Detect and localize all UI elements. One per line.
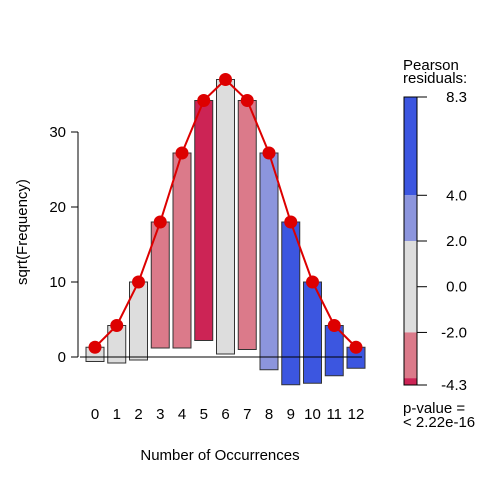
legend-tick-label-0: 8.3 <box>446 89 467 106</box>
x-tick-label-9: 9 <box>287 406 295 423</box>
x-tick-label-0: 0 <box>91 406 99 423</box>
expected-point-0 <box>88 340 102 354</box>
x-tick-label-5: 5 <box>200 406 208 423</box>
expected-point-1 <box>110 319 124 332</box>
y-tick-label-10: 10 <box>49 274 66 291</box>
legend-segment-neg_mid <box>404 332 417 379</box>
legend-pvalue-line2: < 2.22e-16 <box>403 414 475 431</box>
expected-point-9 <box>284 215 298 229</box>
expected-point-12 <box>349 340 363 354</box>
bar-10 <box>303 281 322 384</box>
legend-segment-pos_mid <box>404 195 417 241</box>
bar-9 <box>281 221 301 386</box>
y-tick-label-0: 0 <box>58 349 66 366</box>
x-tick-label-4: 4 <box>178 406 186 423</box>
legend-color-bar <box>403 96 418 386</box>
x-tick-label-12: 12 <box>348 406 365 423</box>
legend-tick-label-3: 0.0 <box>446 279 467 296</box>
expected-series-layer <box>88 73 363 354</box>
bar-6 <box>216 79 235 355</box>
legend-tick-label-1: 4.0 <box>446 187 467 204</box>
x-tick-label-1: 1 <box>113 406 121 423</box>
x-tick-label-10: 10 <box>304 406 321 423</box>
legend-ticks: 8.3 4.0 2.0 0.0 -2.0 -4.3 <box>417 89 467 394</box>
legend-tick-label-2: 2.0 <box>446 233 467 250</box>
expected-point-6 <box>219 73 232 86</box>
legend-segment-pos_high <box>404 97 417 196</box>
x-tick-label-8: 8 <box>265 406 273 423</box>
legend-segment-neg_high <box>404 378 417 385</box>
bar-8 <box>259 152 279 371</box>
x-tick-label-2: 2 <box>134 406 142 423</box>
expected-point-8 <box>262 146 276 160</box>
legend-tick-label-5: -4.3 <box>441 377 467 394</box>
bar-7 <box>237 100 257 350</box>
y-tick-label-20: 20 <box>49 199 66 216</box>
legend-title-line2: residuals: <box>403 70 467 87</box>
bars-layer <box>85 79 366 386</box>
x-tick-label-7: 7 <box>243 406 251 423</box>
expected-point-11 <box>327 319 341 332</box>
legend-segment-neutral <box>404 241 417 333</box>
bar-5 <box>194 100 214 341</box>
legend-title-line1: Pearson <box>403 57 459 74</box>
y-axis: 0 10 20 30 <box>49 124 79 366</box>
expected-point-10 <box>306 275 319 289</box>
legend: Pearson residuals: 8.34.02.00.0-2.0-4.3 … <box>403 57 475 431</box>
x-tick-label-6: 6 <box>221 406 229 423</box>
expected-point-3 <box>153 215 167 229</box>
expected-point-2 <box>132 275 145 289</box>
y-tick-label-30: 30 <box>49 124 66 141</box>
x-tick-label-3: 3 <box>156 406 164 423</box>
x-axis-label: Number of Occurrences <box>140 447 299 464</box>
x-tick-label-11: 11 <box>326 406 342 423</box>
expected-point-4 <box>175 146 189 160</box>
expected-point-5 <box>197 94 211 107</box>
expected-point-7 <box>240 94 254 107</box>
legend-tick-label-4: -2.0 <box>441 324 467 341</box>
y-axis-label: sqrt(Frequency) <box>14 179 31 285</box>
x-axis: 0 1 2 3 4 5 6 7 8 9 10 11 12 <box>91 406 365 423</box>
legend-pvalue-line1: p-value = <box>403 400 465 417</box>
bar-4 <box>172 152 192 349</box>
